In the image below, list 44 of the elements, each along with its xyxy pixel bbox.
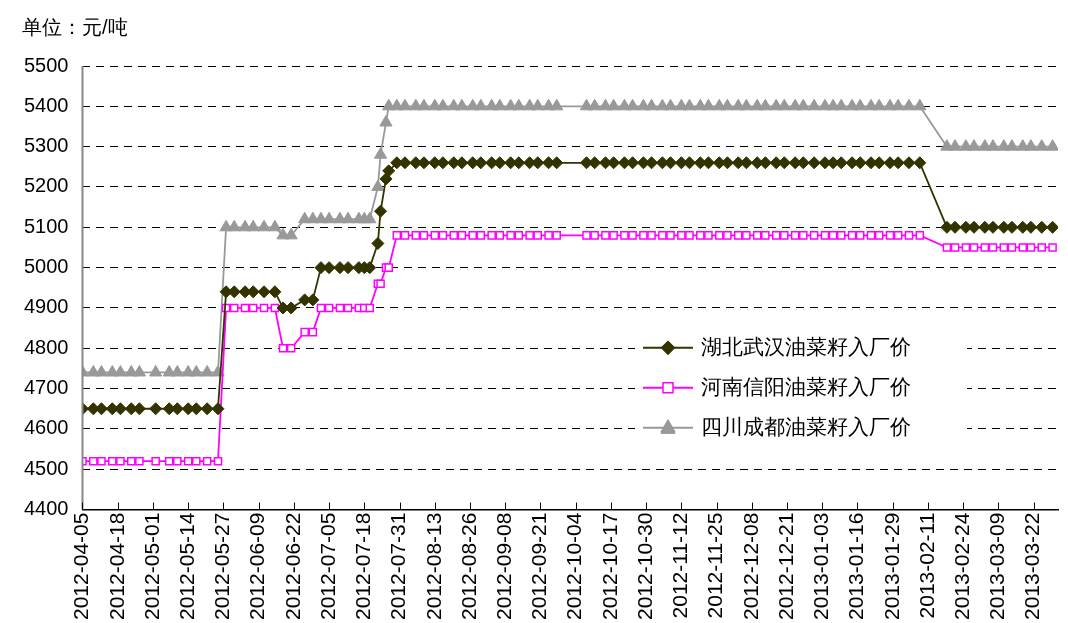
x-tick-label: 2012-10-17 [597,512,621,620]
x-tick-label: 2012-10-04 [562,512,586,620]
x-tick-label: 2012-05-14 [174,512,198,620]
legend-label: 四川成都油菜籽入厂价 [701,414,911,438]
x-tick-label: 2012-10-30 [632,512,656,620]
x-tick-label: 2012-04-05 [69,512,93,620]
x-tick-label: 2012-09-21 [527,512,551,620]
x-tick-label: 2012-07-05 [315,512,339,620]
y-tick-label: 4600 [23,416,69,439]
x-tick-label: 2012-06-22 [280,512,304,620]
x-tick-label: 2012-07-31 [386,512,410,620]
y-tick-label: 5200 [23,174,69,197]
x-tick-label: 2012-11-12 [668,512,692,619]
y-tick-label: 4700 [23,376,69,399]
x-tick-label: 2012-05-01 [139,512,163,620]
y-tick-label: 4900 [23,295,69,318]
y-tick-label: 5000 [23,255,69,278]
x-tick-label: 2013-01-16 [844,512,868,620]
x-tick-label: 2013-02-11 [914,512,938,619]
x-tick-label: 2012-08-26 [456,512,480,620]
y-tick-label: 4800 [23,335,69,358]
x-tick-label: 2012-12-21 [773,512,797,620]
y-tick-label: 5100 [23,214,69,237]
x-tick-label: 2012-07-18 [351,512,375,620]
legend-label: 河南信阳油菜籽入厂价 [701,374,911,398]
x-tick-label: 2012-12-08 [738,512,762,620]
y-tick-label: 4500 [23,456,69,479]
x-tick-label: 2012-05-27 [210,512,234,620]
x-tick-label: 2013-03-22 [1020,512,1044,620]
x-tick-label: 2012-06-09 [245,512,269,620]
y-tick-label: 5400 [23,93,69,116]
legend-label: 湖北武汉油菜籽入厂价 [701,334,911,358]
y-tick-label: 5300 [23,134,69,157]
x-tick-label: 2013-01-29 [879,512,903,620]
x-tick-label: 2013-03-09 [985,512,1009,620]
y-axis-title: 单位：元/吨 [22,15,128,38]
y-tick-label: 5500 [23,53,69,76]
y-tick-label: 4400 [23,497,69,520]
x-tick-label: 2012-08-13 [421,512,445,620]
x-tick-label: 2013-02-24 [949,512,973,620]
x-tick-label: 2013-01-03 [809,512,833,620]
x-tick-label: 2012-11-25 [703,512,727,619]
x-tick-label: 2012-09-08 [492,512,516,620]
x-tick-label: 2012-04-18 [104,512,128,620]
